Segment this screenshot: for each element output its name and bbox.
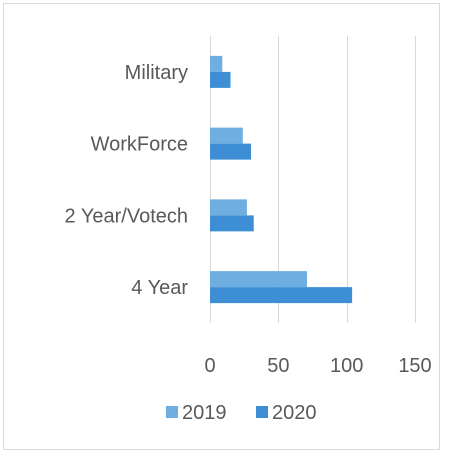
- bar-2-year-votech-2019: [210, 199, 247, 216]
- bar-military-2019: [210, 55, 223, 72]
- bars: [210, 55, 353, 304]
- legend-label-2020: 2020: [272, 402, 317, 424]
- x-tick-label-150: 150: [398, 355, 431, 377]
- bar-workforce-2020: [210, 143, 251, 160]
- category-labels: Military WorkForce 2 Year/Votech 4 Year: [65, 62, 189, 299]
- x-tick-label-0: 0: [204, 355, 215, 377]
- bar-4-year-2020: [210, 287, 353, 304]
- bar-2-year-votech-2020: [210, 215, 254, 232]
- category-label-2-year-votech: 2 Year/Votech: [65, 205, 188, 227]
- legend-swatch-2020: [256, 406, 268, 418]
- x-tick-label-100: 100: [330, 355, 363, 377]
- category-label-4-year: 4 Year: [131, 277, 188, 299]
- bar-workforce-2019: [210, 127, 243, 144]
- legend-swatch-2019: [166, 406, 178, 418]
- bar-military-2020: [210, 71, 231, 88]
- category-label-military: Military: [125, 62, 188, 84]
- legend-label-2019: 2019: [182, 402, 227, 424]
- bar-4-year-2019: [210, 271, 308, 288]
- legend: 2019 2020: [166, 402, 317, 424]
- category-label-workforce: WorkForce: [91, 134, 188, 156]
- x-axis-tick-labels: 0 50 100 150: [204, 355, 431, 377]
- x-tick-label-50: 50: [267, 355, 289, 377]
